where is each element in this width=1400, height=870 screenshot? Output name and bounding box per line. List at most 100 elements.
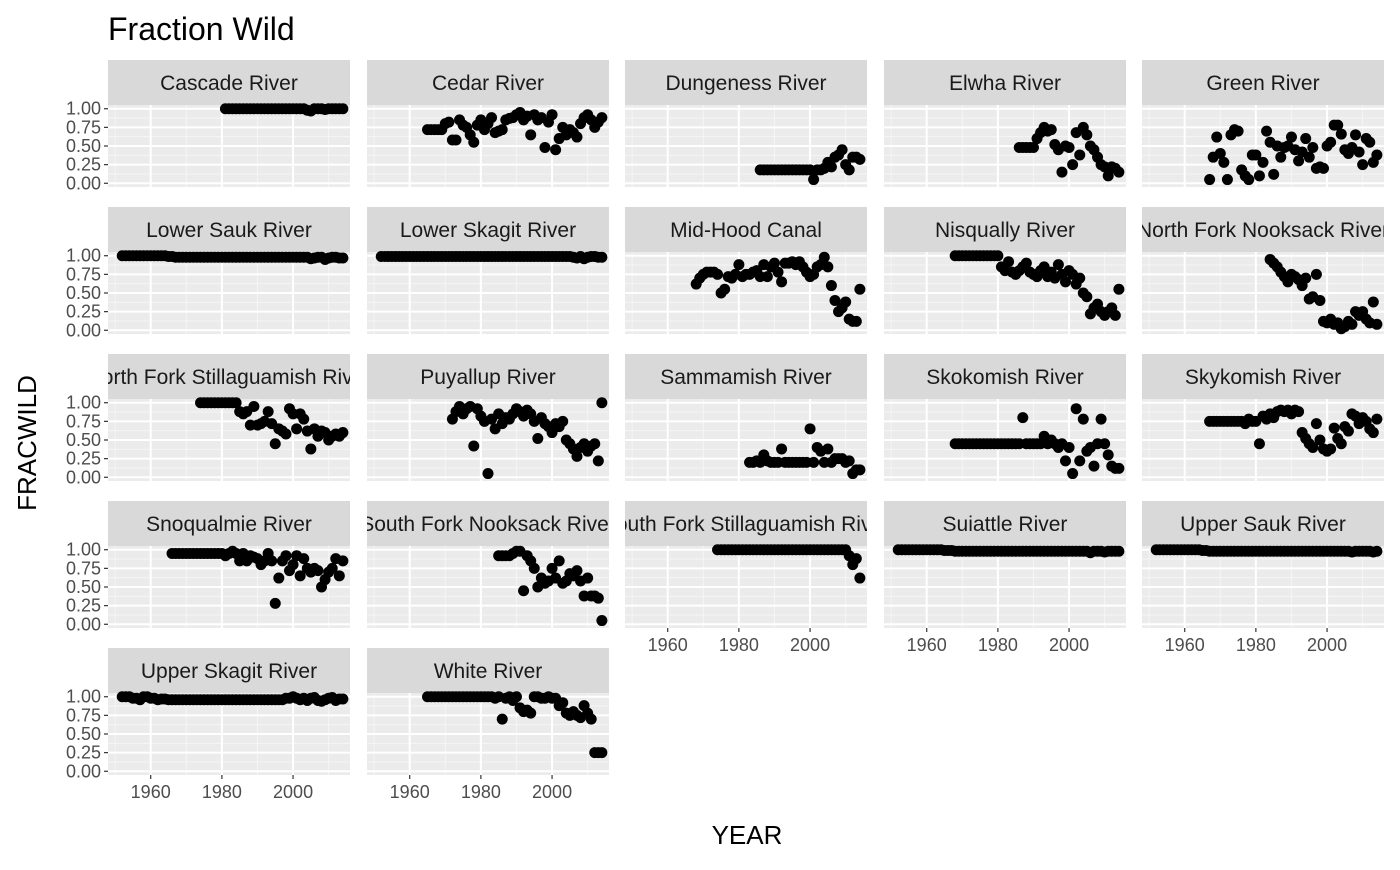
data-point	[269, 438, 281, 450]
data-point	[312, 565, 324, 577]
y-tick-label: 0.00	[66, 761, 101, 781]
facet-cedar-river: Cedar River	[367, 60, 609, 187]
data-point	[1232, 125, 1244, 137]
y-tick-label: 1.00	[66, 687, 101, 707]
x-tick-label: 1980	[1236, 635, 1276, 655]
facet-strip-label: Cascade River	[160, 72, 298, 95]
x-tick-label: 2000	[1307, 635, 1347, 655]
x-tick-label: 1960	[1165, 635, 1205, 655]
data-point	[539, 141, 551, 153]
data-point	[836, 144, 848, 156]
data-point	[525, 129, 537, 141]
data-point	[550, 144, 562, 156]
data-point	[840, 296, 852, 308]
y-tick-label: 0.75	[66, 411, 101, 431]
data-point	[843, 164, 855, 176]
data-point	[1367, 296, 1379, 308]
data-point	[230, 397, 242, 409]
data-point	[1081, 129, 1093, 141]
x-tick-label: 1980	[978, 635, 1018, 655]
facet-strip-label: South Fork Stillaguamish River	[602, 513, 890, 536]
facet-strip-label: White River	[434, 660, 543, 683]
facet-strip-label: Upper Skagit River	[141, 660, 317, 683]
facet-lower-skagit-river: Lower Skagit River	[367, 207, 609, 334]
facet-strip-label: Suiattle River	[943, 513, 1068, 536]
data-point	[571, 450, 583, 462]
facet-strip-label: Elwha River	[949, 72, 1061, 95]
data-point	[1070, 403, 1082, 415]
data-point	[733, 259, 745, 271]
data-point	[825, 161, 837, 173]
data-point	[1074, 149, 1086, 161]
data-point	[1060, 455, 1071, 467]
facet-strip	[1142, 60, 1384, 105]
data-point	[1357, 159, 1369, 171]
facet-cascade-river: Cascade River 0.000.250.500.751.00	[66, 60, 350, 193]
data-point	[854, 283, 866, 295]
data-point	[829, 294, 841, 306]
data-point	[468, 136, 480, 148]
data-point	[280, 428, 292, 440]
y-tick-label: 0.50	[66, 577, 101, 597]
data-point	[532, 433, 544, 445]
data-point	[1325, 443, 1337, 455]
data-point	[596, 112, 608, 124]
data-point	[1088, 460, 1100, 472]
facet-strip	[367, 60, 609, 105]
y-tick-label: 0.50	[66, 283, 101, 303]
facet-north-fork-nooksack-river: North Fork Nooksack River	[1142, 207, 1384, 335]
data-point	[1307, 441, 1319, 453]
data-point	[273, 572, 285, 584]
facet-upper-sauk-river: Upper Sauk River 1960 1980 2000	[1142, 501, 1384, 655]
facet-strip	[367, 648, 609, 693]
data-point	[1243, 174, 1255, 186]
facet-strip-label: North Fork Stillaguamish River	[87, 366, 372, 389]
data-point	[468, 440, 480, 452]
data-point	[776, 443, 788, 455]
data-point	[1261, 125, 1273, 137]
data-point	[1371, 545, 1383, 557]
facet-skokomish-river: Skokomish River	[884, 354, 1126, 481]
data-point	[804, 423, 816, 435]
data-point	[850, 315, 862, 327]
y-tick-label: 0.50	[66, 430, 101, 450]
data-point	[596, 747, 608, 759]
data-point	[1268, 168, 1280, 180]
data-point	[571, 131, 583, 143]
data-point	[337, 693, 349, 705]
data-point	[585, 713, 597, 725]
data-point	[1081, 291, 1093, 303]
data-point	[443, 116, 455, 128]
data-point	[1218, 156, 1230, 168]
data-point	[1353, 146, 1365, 158]
facet-strip	[108, 501, 350, 546]
facet-strip	[884, 207, 1126, 252]
y-tick-label: 0.25	[66, 743, 101, 763]
data-point	[496, 124, 508, 136]
y-tick-label: 0.50	[66, 136, 101, 156]
data-point	[1099, 438, 1111, 450]
data-point	[1067, 468, 1079, 480]
data-point	[1307, 141, 1319, 153]
data-point	[337, 252, 349, 264]
data-point	[1300, 133, 1312, 145]
data-point	[850, 553, 862, 565]
data-point	[269, 597, 281, 609]
data-point	[496, 713, 508, 725]
data-point	[1371, 318, 1383, 330]
data-point	[768, 257, 780, 269]
y-tick-label: 1.00	[66, 99, 101, 119]
data-point	[546, 562, 558, 574]
data-point	[1052, 259, 1064, 271]
data-point	[553, 555, 565, 567]
data-point	[1367, 427, 1379, 439]
y-tick-label: 0.25	[66, 302, 101, 322]
data-point	[1074, 455, 1086, 467]
data-point	[808, 456, 820, 468]
facet-strip-label: Nisqually River	[935, 219, 1075, 242]
data-point	[1017, 412, 1029, 424]
data-point	[1221, 174, 1233, 186]
data-point	[518, 585, 530, 597]
